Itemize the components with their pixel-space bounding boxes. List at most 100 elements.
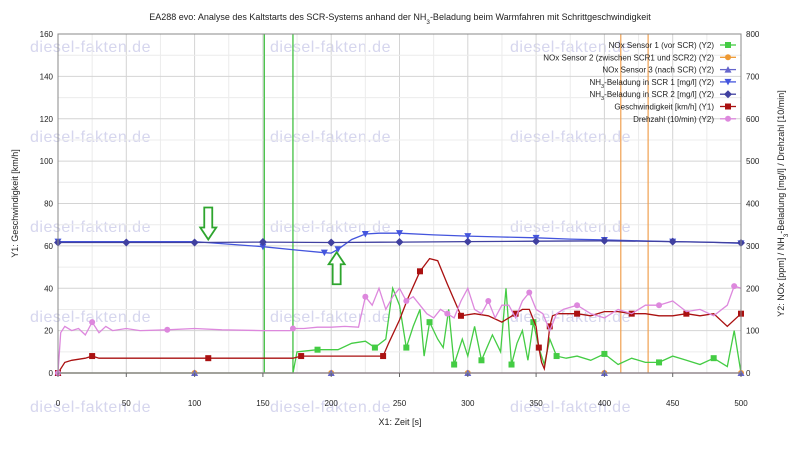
data-point xyxy=(451,361,458,368)
data-point xyxy=(508,361,515,368)
series-0 xyxy=(55,285,742,376)
legend-marker xyxy=(725,115,731,122)
data-point xyxy=(327,238,336,247)
data-point xyxy=(464,233,472,240)
x-tick-label: 450 xyxy=(666,399,680,408)
data-point xyxy=(574,310,581,317)
data-point xyxy=(334,246,342,253)
series-line xyxy=(57,285,742,374)
legend-marker xyxy=(725,42,731,48)
legend-entry: NH3-Beladung in SCR 1 [mg/l] (Y2) xyxy=(589,78,736,90)
data-point xyxy=(122,238,131,247)
data-point xyxy=(478,357,485,364)
data-point xyxy=(426,319,433,326)
y1-tick-label: 40 xyxy=(44,284,53,293)
x-tick-label: 200 xyxy=(325,399,339,408)
data-point xyxy=(535,344,542,351)
data-point xyxy=(205,355,212,362)
data-point xyxy=(574,302,581,309)
x-tick-label: 0 xyxy=(56,399,61,408)
y1-tick-label: 120 xyxy=(40,115,54,124)
x-tick-label: 150 xyxy=(256,399,270,408)
data-point xyxy=(532,237,541,246)
x-tick-label: 100 xyxy=(188,399,202,408)
legend-label: NH3-Beladung in SCR 1 [mg/l] (Y2) xyxy=(589,78,714,90)
data-point xyxy=(530,319,537,326)
data-point xyxy=(668,237,677,246)
y1-axis-label: Y1: Geschwindigkeit [km/h] xyxy=(10,149,20,258)
data-point xyxy=(656,302,663,309)
y1-tick-label: 60 xyxy=(44,242,53,251)
legend-entry: NOx Sensor 3 (nach SCR) (Y2) xyxy=(602,66,736,75)
data-point xyxy=(258,238,267,247)
arrow-up-icon xyxy=(326,250,347,286)
watermark-text: diesel-fakten.de xyxy=(30,129,151,146)
data-point xyxy=(259,243,267,251)
data-point xyxy=(683,310,690,317)
watermark-text: diesel-fakten.de xyxy=(30,39,151,56)
watermark-text: diesel-fakten.de xyxy=(30,399,151,416)
y2-axis-label: Y2: NOx [ppm] / NH3-Beladung [mg/l] / Dr… xyxy=(776,90,790,317)
x-tick-label: 300 xyxy=(461,399,475,408)
watermark-text: diesel-fakten.de xyxy=(270,39,391,56)
data-point xyxy=(512,310,519,317)
data-point xyxy=(380,353,387,360)
y2-tick-label: 400 xyxy=(746,200,760,209)
x-tick-label: 350 xyxy=(529,399,543,408)
data-point xyxy=(395,238,404,247)
y1-tick-label: 0 xyxy=(49,369,54,378)
legend-marker xyxy=(725,103,731,110)
series-4 xyxy=(54,236,745,247)
data-point xyxy=(731,283,738,290)
legend-label: Drehzahl (10/min) (Y2) xyxy=(633,115,714,124)
data-point xyxy=(289,325,296,332)
data-point xyxy=(416,268,423,275)
watermark-text: diesel-fakten.de xyxy=(270,129,391,146)
data-point xyxy=(403,344,410,351)
legend-marker xyxy=(724,78,732,86)
data-point xyxy=(403,297,410,304)
legend-label: NH3-Beladung in SCR 2 [mg/l] (Y2) xyxy=(589,90,714,102)
y2-tick-label: 600 xyxy=(746,115,760,124)
legend-entry: Geschwindigkeit [km/h] (Y1) xyxy=(614,103,736,112)
x-tick-label: 400 xyxy=(598,399,612,408)
data-point xyxy=(361,231,369,238)
data-point xyxy=(656,359,663,366)
data-point xyxy=(444,310,451,317)
data-point xyxy=(396,230,403,237)
chart-title: EA288 evo: Analyse des Kaltstarts des SC… xyxy=(149,12,651,26)
y1-tick-label: 160 xyxy=(40,30,54,39)
y2-tick-label: 100 xyxy=(746,327,760,336)
y2-tick-label: 200 xyxy=(746,284,760,293)
x-tick-label: 500 xyxy=(734,399,748,408)
series-line xyxy=(58,285,742,374)
legend-label: NOx Sensor 3 (nach SCR) (Y2) xyxy=(602,66,714,75)
series-6 xyxy=(55,283,742,376)
watermark-text: diesel-fakten.de xyxy=(270,309,391,326)
watermark-text: diesel-fakten.de xyxy=(30,219,151,236)
legend-entry: NOx Sensor 1 (vor SCR) (Y2) xyxy=(609,41,736,50)
data-point xyxy=(314,346,321,353)
data-point xyxy=(710,355,717,362)
legend-label: NOx Sensor 1 (vor SCR) (Y2) xyxy=(609,41,715,50)
data-point xyxy=(457,312,464,319)
y1-tick-label: 100 xyxy=(40,157,54,166)
data-point xyxy=(485,297,492,304)
data-point xyxy=(546,323,553,330)
arrow-down-icon xyxy=(198,206,218,242)
data-point xyxy=(600,236,609,245)
x-tick-label: 250 xyxy=(393,399,407,408)
data-point xyxy=(89,353,96,360)
y1-tick-label: 140 xyxy=(40,72,54,81)
data-point xyxy=(526,289,533,296)
legend-marker xyxy=(725,54,731,61)
legend-entry: NH3-Beladung in SCR 2 [mg/l] (Y2) xyxy=(589,90,736,102)
legend-label: NOx Sensor 2 (zwischen SCR1 und SCR2) (Y… xyxy=(543,53,714,62)
data-point xyxy=(89,319,96,326)
y2-tick-label: 800 xyxy=(746,30,760,39)
watermark-text: diesel-fakten.de xyxy=(30,309,151,326)
data-point xyxy=(320,249,328,257)
data-point xyxy=(190,238,199,247)
